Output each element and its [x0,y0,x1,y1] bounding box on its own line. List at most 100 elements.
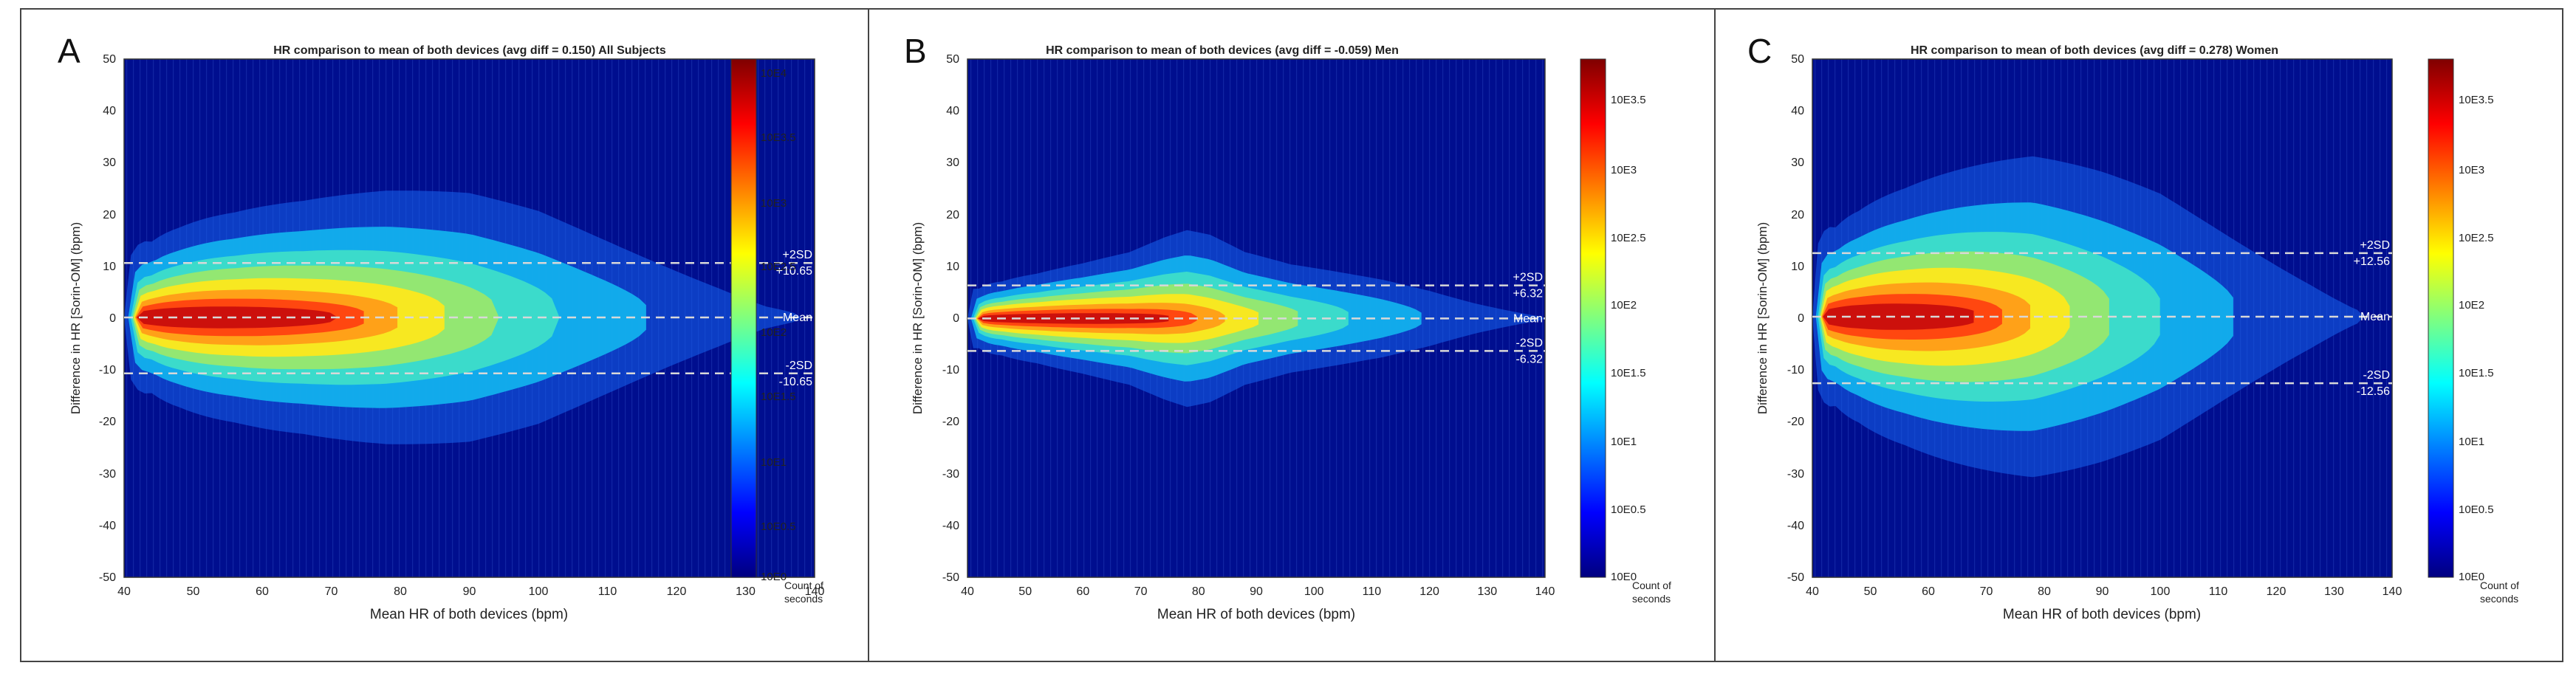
panel-c-xtick: 40 [1806,585,1819,598]
panel-b-cbtick: 10E2.5 [1611,232,1646,244]
panel-a-cbtick: 10E3 [761,197,787,210]
panel-c-ytick: 10 [1791,261,1804,273]
panel-b-x-ticks: 40 50 60 70 80 90 100 110 120 130 140 [961,585,1555,598]
panel-b-letter: B [904,32,927,70]
panel-a-ytick: 50 [103,53,116,66]
panel-c-xtick: 80 [2038,585,2051,598]
panel-b-y-ticks: 50 40 30 20 10 0 -10 -20 -30 -40 -50 [942,53,959,584]
panel-c-cbtick: 10E1.5 [2459,367,2494,379]
panel-b-cbtick: 10E2 [1611,299,1637,312]
panel-a-xtick: 120 [667,585,687,598]
panel-c-cbtick: 10E1 [2459,436,2484,448]
panel-c-cbtick: 10E2.5 [2459,232,2494,244]
panel-b-xtick: 130 [1477,585,1497,598]
panel-a-y-ticks: 50 40 30 20 10 0 -10 -20 -30 -40 -50 [99,53,116,584]
panel-c-density [1812,156,2363,478]
panel-b-cbtick: 10E3 [1611,164,1637,176]
panel-a-xtick: 130 [736,585,756,598]
panel-a-ytick: 0 [109,312,116,325]
panel-c-ytick: -50 [1787,571,1804,584]
panel-c-xtick: 90 [2096,585,2109,598]
panel-a-cbtick: 10E2 [761,326,787,339]
panel-c-xtick: 140 [2383,585,2402,598]
panel-c-upper-value-label: +12.56 [2354,255,2390,268]
panel-a-y-axis-label: Difference in HR [Sorin-OM] (bpm) [69,222,83,414]
panel-b-y-axis-label: Difference in HR [Sorin-OM] (bpm) [911,222,925,414]
panel-c-colorbar [2428,58,2454,578]
panel-a-cbtick: 10E1 [761,456,787,469]
panel-a-title: HR comparison to mean of both devices (a… [273,44,666,57]
density-layer [137,306,338,329]
panel-c-ytick: -40 [1787,520,1804,532]
panel-b-ytick: -20 [942,416,959,428]
panel-c-ytick: -30 [1787,468,1804,481]
panel-c-x-ticks: 40 50 60 70 80 90 100 110 120 130 140 [1806,585,2402,598]
panel-c-lower-sd-label: -2SD [2363,369,2390,382]
panel-a-colorbar [730,58,757,578]
panel-a-xtick: 80 [394,585,407,598]
panel-c-ytick: 50 [1791,53,1804,66]
panel-c: C HR comparison to mean of both devices … [1747,32,2519,622]
panel-b-ytick: 10 [946,261,959,273]
panel-a-cbtick: 10E1.5 [761,391,796,403]
panel-b-colorbar-ticks: 10E3.5 10E3 10E2.5 10E2 10E1.5 10E1 10E0… [1611,94,1646,583]
panel-a-cbtick: 10E0.5 [761,520,796,533]
panel-c-ytick: -10 [1787,364,1804,376]
panel-b-cbtick: 10E0.5 [1611,503,1646,516]
panel-a-colorbar-label: Count of [784,580,823,591]
panel-a-cbtick: 10E3.5 [761,131,796,144]
panel-b-cbtick: 10E1 [1611,436,1637,448]
panel-b-colorbar-label-2: seconds [1632,593,1671,605]
panel-b-cbtick: 10E0 [1611,571,1637,583]
panel-c-cbtick: 10E3.5 [2459,94,2494,106]
panel-b-xtick: 120 [1419,585,1439,598]
density-layer [1823,303,1974,330]
panel-a-density [124,190,801,444]
panel-b-colorbar-label: Count of [1632,580,1671,591]
panel-a-lower-value-label: -10.65 [779,376,812,388]
panel-b-xtick: 70 [1134,585,1148,598]
panel-a-ytick: -40 [99,520,116,532]
panel-a-ytick: -50 [99,571,116,584]
panel-b-lower-value-label: -6.32 [1516,353,1544,365]
panel-c-xtick: 70 [1980,585,1993,598]
panel-b-ytick: -30 [942,468,959,481]
panel-c-xtick: 130 [2324,585,2344,598]
panel-a-ytick: 30 [103,157,116,169]
panel-b-upper-sd-label: +2SD [1513,272,1543,284]
panel-c-cbtick: 10E0.5 [2459,503,2494,516]
panel-c-y-ticks: 50 40 30 20 10 0 -10 -20 -30 -40 -50 [1787,53,1804,584]
panel-c-cbtick: 10E3 [2459,164,2484,176]
panel-c-title: HR comparison to mean of both devices (a… [1911,44,2278,57]
panel-a-ytick: 10 [103,261,116,273]
panel-c-frame [1714,8,2563,662]
panel-c-xtick: 100 [2151,585,2171,598]
panel-a-ytick: 20 [103,209,116,221]
panel-a-ytick: -30 [99,468,116,481]
panel-a: A HR comparison to mean of both devices … [58,32,824,622]
panel-c-xtick: 60 [1922,585,1935,598]
panel-b: B HR comparison to mean of both devices … [904,32,1671,622]
panel-a-xtick: 40 [117,585,131,598]
panel-b-x-axis-label: Mean HR of both devices (bpm) [1157,607,1355,622]
panel-b-xtick: 80 [1192,585,1205,598]
panel-a-ytick: -10 [99,364,116,376]
panel-c-ytick: 20 [1791,209,1804,221]
panel-b-ytick: 40 [946,105,959,117]
panel-b-ytick: 50 [946,53,959,66]
panel-c-y-axis-label: Difference in HR [Sorin-OM] (bpm) [1755,222,1770,414]
panel-c-ytick: 0 [1798,312,1804,325]
panel-a-mean-label: Mean [783,312,812,324]
panel-c-colorbar-label-2: seconds [2480,593,2518,605]
panel-b-ytick: 30 [946,157,959,169]
panel-c-axes-box [1812,58,2393,578]
panel-b-lower-sd-label: -2SD [1516,337,1543,349]
panel-a-xtick: 60 [256,585,269,598]
panel-a-xtick: 140 [805,585,825,598]
panel-a-xtick: 110 [598,585,617,598]
panel-a-x-ticks: 40 50 60 70 80 90 100 110 120 130 140 [117,585,824,598]
panel-c-xtick: 50 [1864,585,1877,598]
panel-a-cbtick: 10E4 [761,67,787,80]
